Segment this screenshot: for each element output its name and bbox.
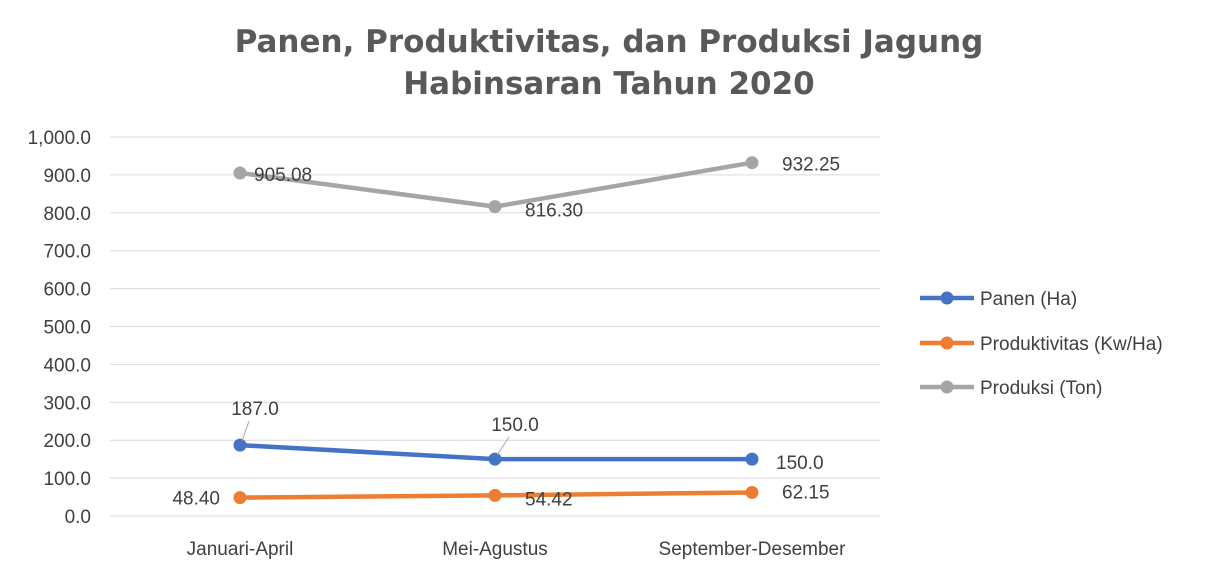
y-tick-label: 200.0 xyxy=(43,431,91,452)
data-label: 816.30 xyxy=(525,201,583,222)
leader-line xyxy=(241,420,250,442)
data-point xyxy=(233,438,247,452)
chart-title-line-1: Panen, Produktivitas, dan Produksi Jagun… xyxy=(234,24,984,60)
data-point xyxy=(745,156,759,170)
y-tick-label: 500.0 xyxy=(43,318,91,339)
data-label: 62.15 xyxy=(782,482,830,503)
data-label: 932.25 xyxy=(782,155,840,176)
data-label: 905.08 xyxy=(254,165,312,186)
x-tick-label: Mei-Agustus xyxy=(442,539,548,560)
y-tick-label: 300.0 xyxy=(43,393,91,414)
data-point xyxy=(233,166,247,180)
chart-title-line-2: Habinsaran Tahun 2020 xyxy=(403,66,815,102)
legend-marker xyxy=(940,291,954,305)
leader-line xyxy=(496,436,510,456)
data-point xyxy=(233,491,247,505)
legend-label: Panen (Ha) xyxy=(980,289,1077,310)
data-point xyxy=(488,452,502,466)
y-tick-label: 100.0 xyxy=(43,469,91,490)
data-point xyxy=(488,488,502,502)
data-label: 48.40 xyxy=(172,489,220,510)
y-tick-label: 700.0 xyxy=(43,242,91,263)
data-label: 150.0 xyxy=(491,415,539,436)
y-tick-label: 600.0 xyxy=(43,280,91,301)
legend-marker xyxy=(940,336,954,350)
data-point xyxy=(488,200,502,214)
y-tick-label: 800.0 xyxy=(43,204,91,225)
y-tick-label: 1,000.0 xyxy=(28,128,91,149)
x-tick-label: Januari-April xyxy=(187,539,294,560)
y-tick-label: 900.0 xyxy=(43,166,91,187)
data-point xyxy=(745,485,759,499)
x-tick-label: September-Desember xyxy=(659,539,847,560)
legend-label: Produksi (Ton) xyxy=(980,378,1103,399)
data-point xyxy=(745,452,759,466)
data-label: 54.42 xyxy=(525,489,573,510)
data-label: 150.0 xyxy=(776,453,824,474)
legend-label: Produktivitas (Kw/Ha) xyxy=(980,334,1163,355)
y-tick-label: 0.0 xyxy=(65,507,91,528)
data-label: 187.0 xyxy=(231,399,279,420)
legend-marker xyxy=(940,380,954,394)
y-tick-label: 400.0 xyxy=(43,355,91,376)
series-line xyxy=(239,160,753,209)
